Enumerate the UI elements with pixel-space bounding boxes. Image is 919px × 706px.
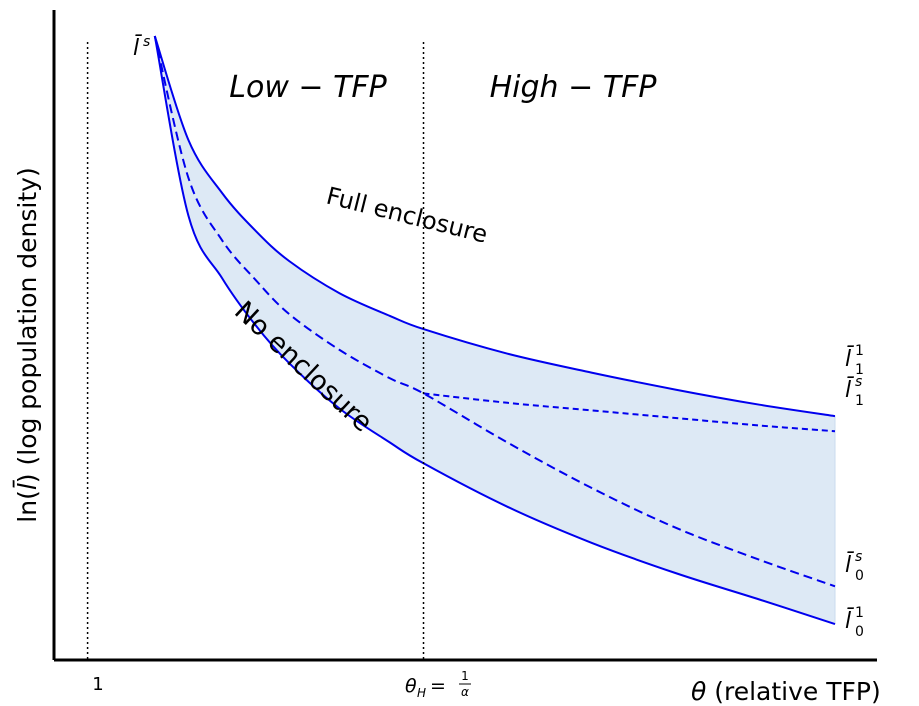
x-tick-theta: θ <box>405 675 417 697</box>
x-axis-label: θ (relative TFP) <box>691 677 881 706</box>
end-label-s0: l̄ s 0 <box>845 549 864 584</box>
end-label-none-base: l̄ <box>845 608 854 634</box>
x-tick-label-1: 1 <box>92 674 103 695</box>
x-tick-equals: = <box>424 675 452 697</box>
series-line-full <box>153 35 836 418</box>
full-enclosure-label: Full enclosure <box>324 182 491 249</box>
enclosure-band-fill <box>154 36 836 625</box>
end-label-s1-sup: s <box>855 374 862 390</box>
start-label: l̄ s <box>133 34 150 61</box>
end-label-none-sub: 0 <box>855 624 864 640</box>
y-axis-prefix: ln( <box>13 490 42 523</box>
x-tick-label-theta-h: θ H = 1 α <box>405 669 471 700</box>
x-tick-frac-num: 1 <box>461 669 469 683</box>
start-label-sup: s <box>143 34 150 50</box>
end-label-none: l̄ 1 0 <box>845 605 864 640</box>
y-axis-label: ln(l̄) (log population density) <box>12 167 42 522</box>
series-line-s_curve <box>153 35 836 588</box>
x-axis-symbol: θ <box>691 677 706 706</box>
end-label-s0-sup: s <box>855 549 862 565</box>
end-label-full: l̄ 1 1 <box>845 343 864 378</box>
end-label-full-sub: 1 <box>855 362 864 378</box>
x-tick-theta-sub: H <box>417 686 426 700</box>
end-label-s0-base: l̄ <box>845 552 854 578</box>
end-label-s1-sub: 1 <box>855 393 864 409</box>
y-axis-symbol: l̄ <box>12 480 42 490</box>
end-label-s1-base: l̄ <box>845 377 854 403</box>
end-label-full-base: l̄ <box>845 346 854 372</box>
series-line-none <box>153 35 836 626</box>
end-label-s1: l̄ s 1 <box>845 374 864 409</box>
end-label-s0-sub: 0 <box>855 568 864 584</box>
series-line-s_branch <box>423 392 836 433</box>
region-label-low-tfp: Low − TFP <box>229 70 387 105</box>
end-label-none-sup: 1 <box>855 605 864 621</box>
start-label-base: l̄ <box>133 35 142 61</box>
region-label-high-tfp: High − TFP <box>490 70 658 105</box>
end-label-full-sup: 1 <box>855 343 864 359</box>
x-axis-text: (relative TFP) <box>706 677 880 706</box>
x-tick-frac-den: α <box>461 685 469 699</box>
y-axis-suffix: ) (log population density) <box>13 167 42 483</box>
